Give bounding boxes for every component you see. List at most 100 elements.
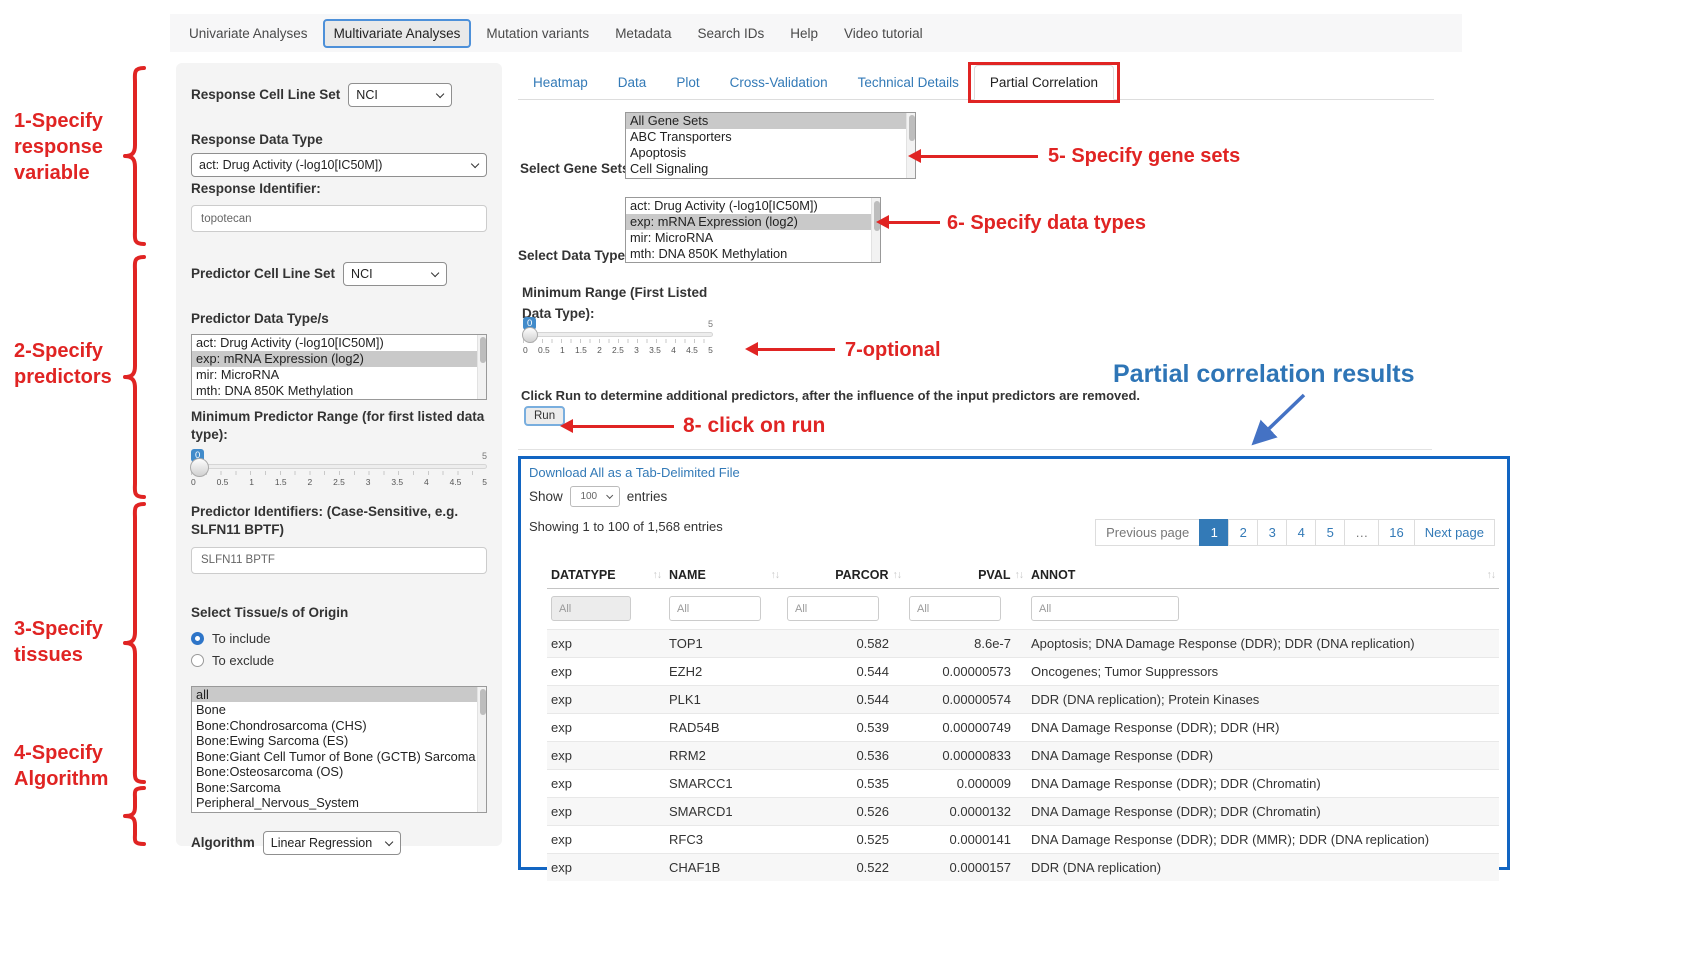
filter-pval-input[interactable] (909, 596, 1001, 621)
scrollbar[interactable] (477, 334, 486, 399)
next-page-button[interactable]: Next page (1413, 519, 1495, 546)
tissue-include-radio-row[interactable]: To include (191, 631, 487, 646)
listbox-option-selected[interactable]: all (192, 686, 486, 703)
sort-icon[interactable]: ↑↓ (652, 569, 662, 581)
algorithm-select[interactable]: Linear Regression (262, 830, 401, 855)
min-range-label-line1: Minimum Range (First Listed (522, 285, 708, 300)
annotation-5-gene-sets: 5- Specify gene sets (1048, 145, 1241, 167)
column-header-name[interactable]: NAME ↑↓ (665, 562, 783, 589)
page-5-button[interactable]: 5 (1315, 519, 1346, 546)
response-cell-line-select[interactable]: NCI (348, 83, 453, 107)
scrollbar-thumb[interactable] (479, 688, 486, 715)
select-gene-sets-label: Select Gene Sets (520, 161, 630, 176)
tab-plot[interactable]: Plot (676, 75, 700, 90)
scrollbar[interactable] (871, 198, 880, 262)
listbox-option[interactable]: mth: DNA 850K Methylation (196, 382, 354, 398)
listbox-option[interactable]: Bone:Osteosarcoma (OS) (196, 764, 344, 780)
section-divider (518, 449, 1432, 450)
response-data-type-label: Response Data Type (191, 132, 323, 147)
listbox-option[interactable]: act: Drug Activity (-log10[IC50M]) (630, 198, 818, 213)
response-data-type-select[interactable]: act: Drug Activity (-log10[IC50M]) (191, 153, 487, 178)
sort-icon[interactable]: ↑↓ (1486, 569, 1496, 581)
listbox-option[interactable]: Bone:Sarcoma (196, 779, 281, 795)
listbox-option[interactable]: Cell Signaling (630, 161, 709, 176)
annotation-1-response-variable: 1-Specify response variable (14, 110, 103, 184)
data-types-listbox: act: Drug Activity (-log10[IC50M]) exp: … (625, 197, 881, 263)
nav-metadata[interactable]: Metadata (615, 25, 672, 41)
showing-entries-text: Showing 1 to 100 of 1,568 entries (529, 519, 723, 534)
listbox-option-selected[interactable]: All Gene Sets (626, 113, 915, 129)
listbox-option[interactable]: mth: DNA 850K Methylation (630, 246, 788, 261)
predictor-cell-line-select[interactable]: NCI (343, 262, 448, 287)
slider-max-label: 5 (481, 451, 487, 462)
listbox-option[interactable]: mir: MicroRNA (630, 230, 714, 245)
page-2-button[interactable]: 2 (1228, 519, 1259, 546)
run-button[interactable]: Run (524, 406, 566, 426)
listbox-option[interactable]: Bone:Giant Cell Tumor of Bone (GCTB) Sar… (196, 748, 476, 764)
page-4-button[interactable]: 4 (1286, 519, 1317, 546)
table-row: exp RRM2 0.536 0.00000833 DNA Damage Respo… (547, 741, 1499, 770)
tissue-exclude-radio-row[interactable]: To exclude (191, 653, 487, 668)
listbox-option[interactable]: mir: MicroRNA (196, 366, 280, 382)
algorithm-value: Linear Regression (270, 835, 373, 850)
slider-max-label: 5 (707, 319, 713, 329)
annotation-4-algorithm: 4-Specify Algorithm (14, 742, 109, 790)
listbox-option[interactable]: act: Drug Activity (-log10[IC50M]) (196, 334, 384, 350)
slider-track[interactable] (190, 458, 487, 478)
radio-exclude[interactable] (191, 653, 204, 667)
table-row: exp SMARCC1 0.535 0.000009 DNA Damage Resp… (547, 769, 1499, 798)
tab-cross-validation[interactable]: Cross-Validation (729, 75, 828, 90)
column-header-datatype[interactable]: DATATYPE ↑↓ (547, 562, 665, 589)
scrollbar-thumb[interactable] (479, 336, 486, 363)
slider-handle[interactable] (190, 458, 209, 478)
listbox-option[interactable]: Bone:Ewing Sarcoma (ES) (196, 733, 349, 749)
scrollbar[interactable] (477, 686, 486, 812)
scrollbar[interactable] (906, 113, 915, 178)
tab-heatmap[interactable]: Heatmap (533, 75, 588, 90)
listbox-option-selected[interactable]: exp: mRNA Expression (log2) (626, 214, 880, 230)
column-header-annot[interactable]: ANNOT ↑↓ (1027, 562, 1499, 589)
filter-parcor-input[interactable] (787, 596, 879, 621)
page-ellipsis: … (1344, 519, 1380, 546)
nav-help[interactable]: Help (790, 25, 819, 41)
tissue-origin-label: Select Tissue/s of Origin (191, 604, 349, 620)
listbox-option[interactable]: Bone (196, 702, 226, 718)
listbox-option-selected[interactable]: exp: mRNA Expression (log2) (192, 350, 486, 367)
column-header-pval[interactable]: PVAL ↑↓ (905, 562, 1027, 589)
tab-data[interactable]: Data (617, 75, 647, 90)
response-identifier-input[interactable] (191, 205, 487, 233)
annotation-2-predictors: 2-Specify predictors (14, 340, 112, 388)
filter-name-input[interactable] (669, 596, 761, 621)
nav-multivariate-analyses[interactable]: Multivariate Analyses (322, 18, 472, 48)
sort-icon[interactable]: ↑↓ (1014, 569, 1024, 581)
nav-univariate-analyses[interactable]: Univariate Analyses (189, 25, 308, 41)
page-16-button[interactable]: 16 (1378, 519, 1415, 546)
entries-per-page-select[interactable]: 100 (569, 486, 620, 507)
listbox-option[interactable]: Peripheral_Nervous_System (196, 795, 359, 811)
slider-handle[interactable] (522, 327, 538, 343)
show-label: Show (529, 489, 563, 504)
sort-icon[interactable]: ↑↓ (892, 569, 902, 581)
tab-technical-details[interactable]: Technical Details (857, 75, 959, 90)
previous-page-button[interactable]: Previous page (1095, 519, 1201, 546)
page-3-button[interactable]: 3 (1257, 519, 1288, 546)
nav-video-tutorial[interactable]: Video tutorial (844, 25, 923, 41)
slider-track[interactable] (522, 327, 713, 343)
predictor-identifiers-input[interactable] (191, 546, 487, 574)
column-header-parcor[interactable]: PARCOR ↑↓ (783, 562, 905, 589)
scrollbar-thumb[interactable] (908, 115, 915, 141)
page-1-button[interactable]: 1 (1199, 519, 1230, 546)
sort-icon[interactable]: ↑↓ (770, 569, 780, 581)
tab-partial-correlation[interactable]: Partial Correlation (967, 62, 1120, 103)
filter-datatype-input[interactable] (551, 596, 631, 621)
annotation-arrow-8 (560, 419, 674, 433)
listbox-option[interactable]: ABC Transporters (630, 129, 732, 144)
nav-search-ids[interactable]: Search IDs (697, 25, 765, 41)
response-cell-line-value: NCI (356, 88, 378, 102)
nav-mutation-variants[interactable]: Mutation variants (486, 25, 590, 41)
listbox-option[interactable]: Bone:Chondrosarcoma (CHS) (196, 717, 367, 733)
radio-include-selected[interactable] (191, 631, 204, 645)
listbox-option[interactable]: Apoptosis (630, 145, 687, 160)
download-all-link[interactable]: Download All as a Tab-Delimited File (529, 465, 740, 480)
filter-annot-input[interactable] (1031, 596, 1179, 621)
